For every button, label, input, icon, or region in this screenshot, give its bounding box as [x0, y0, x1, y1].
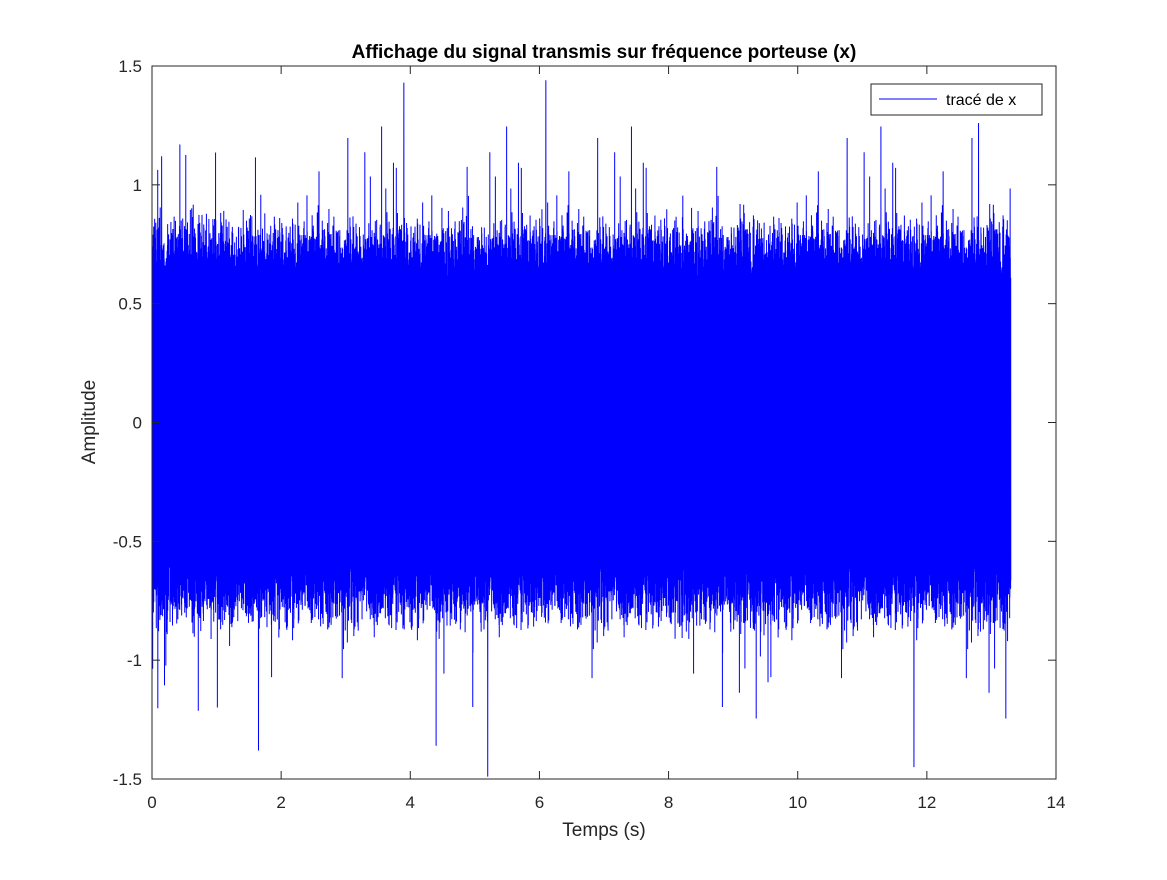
y-tick-label: 1 [133, 176, 142, 195]
legend-label: tracé de x [946, 92, 1016, 109]
plot-area [151, 65, 1057, 780]
y-axis-label: Amplitude [79, 380, 100, 465]
x-tick-label: 14 [1047, 793, 1066, 812]
x-tick-label: 2 [276, 793, 285, 812]
x-tick-label: 8 [664, 793, 673, 812]
x-tick-label: 6 [535, 793, 544, 812]
x-tick-label: 0 [147, 793, 156, 812]
signal-line [151, 80, 1012, 777]
x-tick-label: 12 [917, 793, 936, 812]
x-tick-label: 4 [406, 793, 415, 812]
y-tick-label: -0.5 [113, 532, 142, 551]
y-tick-label: -1.5 [113, 770, 142, 789]
y-tick-label: 0.5 [118, 295, 142, 314]
y-axis: 1.5 1 0.5 0 -0.5 -1 -1.5 [113, 57, 1056, 789]
x-axis-label: Temps (s) [562, 820, 645, 841]
x-tick-label: 10 [788, 793, 807, 812]
chart-title: Affichage du signal transmis sur fréquen… [352, 42, 857, 63]
y-tick-label: 1.5 [118, 57, 142, 76]
x-axis: 0 2 4 6 8 10 12 14 [147, 66, 1065, 812]
y-tick-label: 0 [133, 414, 142, 433]
legend[interactable]: tracé de x [870, 83, 1043, 116]
y-tick-label: -1 [127, 651, 142, 670]
